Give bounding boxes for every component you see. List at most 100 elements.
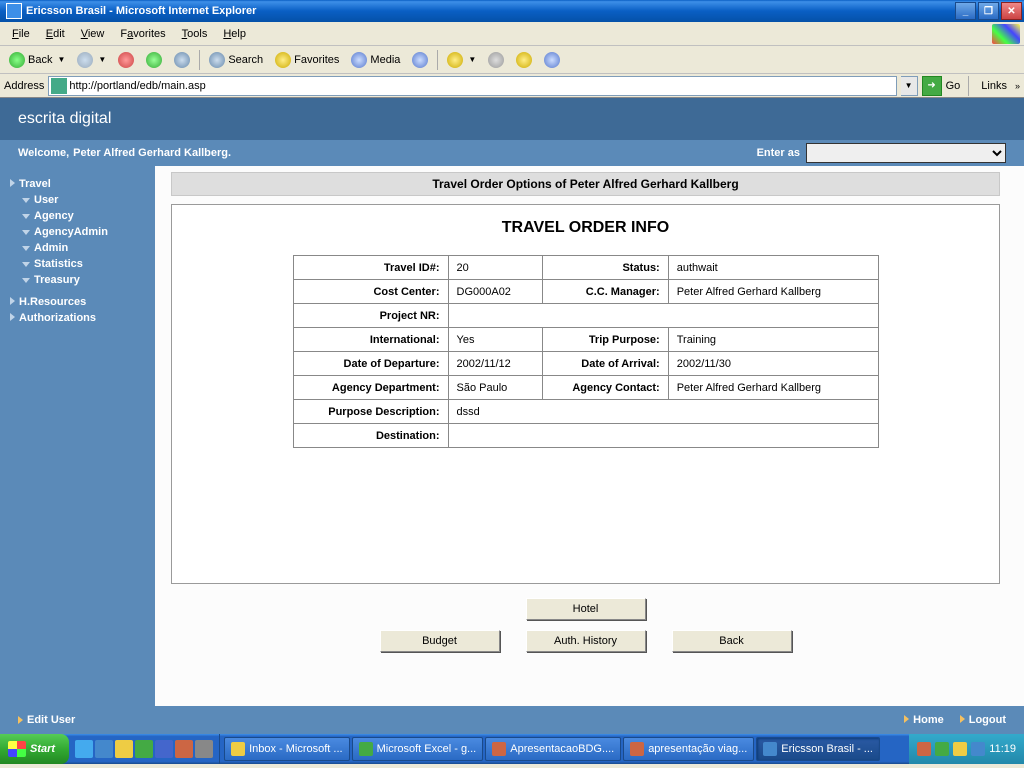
- menu-view[interactable]: View: [73, 25, 113, 43]
- history-button[interactable]: [407, 50, 433, 70]
- brand-logo: escrita digital: [18, 110, 111, 128]
- ql-other-icon[interactable]: [195, 740, 213, 758]
- val-proj: [448, 304, 878, 328]
- media-icon: [351, 52, 367, 68]
- footer-logout[interactable]: Logout: [969, 714, 1006, 726]
- val-cc: DG000A02: [448, 280, 542, 304]
- back-button[interactable]: Back▼: [4, 50, 70, 70]
- brand-bar: escrita digital: [0, 98, 1024, 140]
- sidebar: Travel User Agency AgencyAdmin Admin Sta…: [0, 166, 155, 706]
- back-button-form[interactable]: Back: [672, 630, 792, 652]
- auth-history-button[interactable]: Auth. History: [526, 630, 646, 652]
- search-icon: [209, 52, 225, 68]
- lbl-proj: Project NR:: [293, 304, 448, 328]
- tray-icon-1[interactable]: [917, 742, 931, 756]
- search-button[interactable]: Search: [204, 50, 268, 70]
- val-arr: 2002/11/30: [668, 352, 878, 376]
- back-label: Back: [28, 54, 52, 66]
- menu-favorites[interactable]: Favorites: [112, 25, 173, 43]
- media-label: Media: [370, 54, 400, 66]
- task-excel[interactable]: Microsoft Excel - g...: [352, 737, 484, 761]
- welcome-prefix: Welcome,: [18, 147, 69, 159]
- footer-edit-user[interactable]: Edit User: [27, 714, 75, 726]
- ql-desktop-icon[interactable]: [75, 740, 93, 758]
- tray-icon-2[interactable]: [935, 742, 949, 756]
- address-dropdown[interactable]: ▼: [901, 76, 918, 96]
- enteras-select[interactable]: [806, 143, 1006, 163]
- tray-icon-3[interactable]: [953, 742, 967, 756]
- sidebar-item-user[interactable]: User: [0, 192, 155, 208]
- task-ppt2[interactable]: apresentação viag...: [623, 737, 754, 761]
- val-travel-id: 20: [448, 256, 542, 280]
- lbl-purpose: Trip Purpose:: [542, 328, 668, 352]
- mail-button[interactable]: ▼: [442, 50, 481, 70]
- edit-button[interactable]: [511, 50, 537, 70]
- hotel-button[interactable]: Hotel: [526, 598, 646, 620]
- discuss-icon: [544, 52, 560, 68]
- favorites-button[interactable]: Favorites: [270, 50, 344, 70]
- stop-button[interactable]: [113, 50, 139, 70]
- star-icon: [275, 52, 291, 68]
- windows-flag-icon: [8, 741, 26, 757]
- menu-bar: File Edit View Favorites Tools Help: [0, 22, 1024, 46]
- val-dest: [448, 424, 878, 448]
- back-icon: [9, 52, 25, 68]
- edit-icon: [516, 52, 532, 68]
- links-label[interactable]: Links: [977, 80, 1011, 92]
- footer-home[interactable]: Home: [913, 714, 944, 726]
- tray-clock: 11:19: [989, 743, 1016, 755]
- tray-icon-4[interactable]: [971, 742, 985, 756]
- lbl-agdep: Agency Department:: [293, 376, 448, 400]
- ql-ie-icon[interactable]: [95, 740, 113, 758]
- sidebar-item-agency[interactable]: Agency: [0, 208, 155, 224]
- lbl-arr: Date of Arrival:: [542, 352, 668, 376]
- ql-ppt-icon[interactable]: [175, 740, 193, 758]
- ql-excel-icon[interactable]: [135, 740, 153, 758]
- window-titlebar: Ericsson Brasil - Microsoft Internet Exp…: [0, 0, 1024, 22]
- val-intl: Yes: [448, 328, 542, 352]
- task-buttons: Inbox - Microsoft ... Microsoft Excel - …: [220, 734, 909, 764]
- budget-button[interactable]: Budget: [380, 630, 500, 652]
- minimize-button[interactable]: _: [955, 2, 976, 20]
- task-inbox[interactable]: Inbox - Microsoft ...: [224, 737, 350, 761]
- menu-help[interactable]: Help: [215, 25, 254, 43]
- close-button[interactable]: ✕: [1001, 2, 1022, 20]
- menu-file[interactable]: File: [4, 25, 38, 43]
- options-header: Travel Order Options of Peter Alfred Ger…: [171, 172, 1000, 196]
- lbl-travel-id: Travel ID#:: [293, 256, 448, 280]
- go-button[interactable]: ➜: [922, 76, 942, 96]
- sidebar-item-treasury[interactable]: Treasury: [0, 272, 155, 288]
- brand-text: escrita digital: [18, 110, 111, 128]
- menu-tools[interactable]: Tools: [174, 25, 216, 43]
- discuss-button[interactable]: [539, 50, 565, 70]
- start-button[interactable]: Start: [0, 734, 69, 764]
- address-label: Address: [4, 80, 44, 92]
- ql-word-icon[interactable]: [155, 740, 173, 758]
- val-ccm: Peter Alfred Gerhard Kallberg: [668, 280, 878, 304]
- val-agc: Peter Alfred Gerhard Kallberg: [668, 376, 878, 400]
- ql-outlook-icon[interactable]: [115, 740, 133, 758]
- refresh-button[interactable]: [141, 50, 167, 70]
- address-input[interactable]: [48, 76, 896, 96]
- sidebar-item-agencyadmin[interactable]: AgencyAdmin: [0, 224, 155, 240]
- print-button[interactable]: [483, 50, 509, 70]
- search-label: Search: [228, 54, 263, 66]
- sidebar-item-hresources[interactable]: H.Resources: [0, 294, 155, 310]
- sidebar-item-travel[interactable]: Travel: [0, 176, 155, 192]
- task-ie[interactable]: Ericsson Brasil - ...: [756, 737, 880, 761]
- home-button[interactable]: [169, 50, 195, 70]
- val-purpose: Training: [668, 328, 878, 352]
- sidebar-item-statistics[interactable]: Statistics: [0, 256, 155, 272]
- sidebar-item-authorizations[interactable]: Authorizations: [0, 310, 155, 326]
- favorites-label: Favorites: [294, 54, 339, 66]
- system-tray: 11:19: [909, 734, 1024, 764]
- print-icon: [488, 52, 504, 68]
- task-ppt1[interactable]: ApresentacaoBDG....: [485, 737, 621, 761]
- sidebar-item-admin[interactable]: Admin: [0, 240, 155, 256]
- page-footer: Edit User Home Logout: [0, 706, 1024, 734]
- lbl-cc: Cost Center:: [293, 280, 448, 304]
- restore-button[interactable]: ❐: [978, 2, 999, 20]
- media-button[interactable]: Media: [346, 50, 405, 70]
- menu-edit[interactable]: Edit: [38, 25, 73, 43]
- forward-button[interactable]: ▼: [72, 50, 111, 70]
